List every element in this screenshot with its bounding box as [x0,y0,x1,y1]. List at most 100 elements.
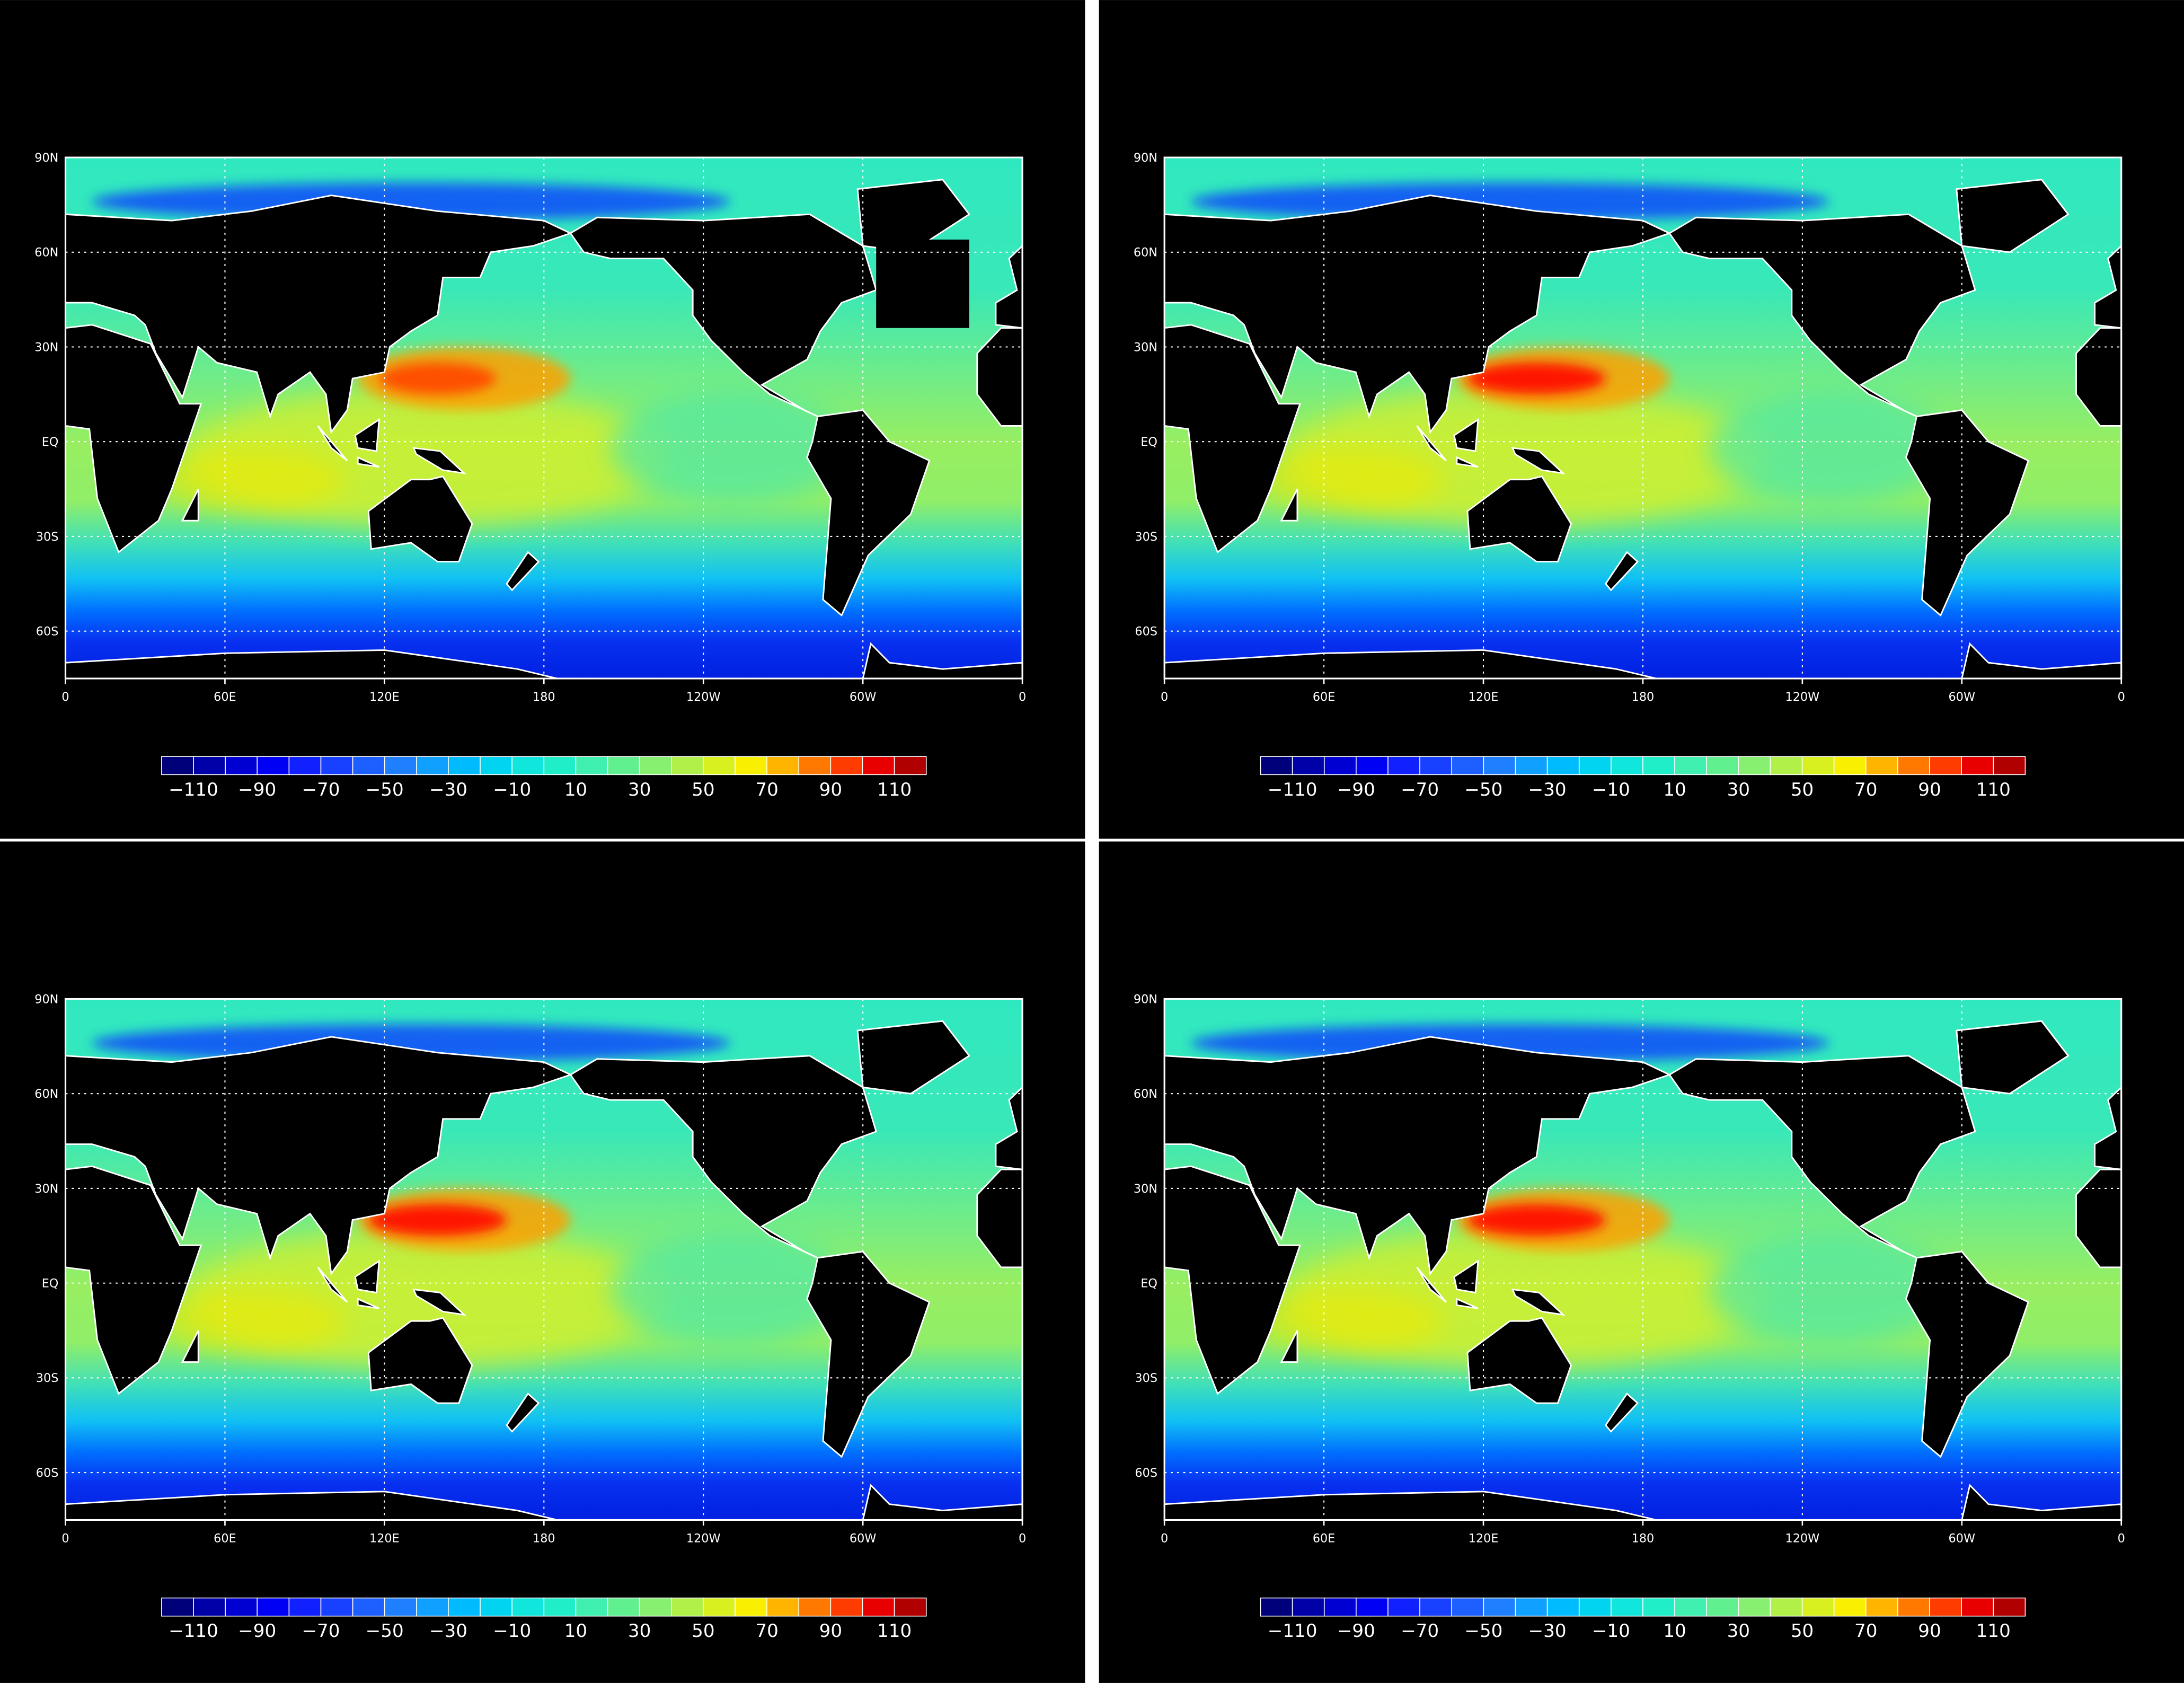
lon-label: 180 [1632,690,1655,704]
colorbar-box [1611,1597,1643,1617]
colorbar-box [1260,1597,1293,1617]
indian-band [158,448,345,512]
colorbar-box [1929,756,1962,776]
lat-label: EQ [42,435,59,449]
coastline [1164,642,2121,679]
colorbar-label: −30 [429,1620,467,1642]
coastline [1164,1484,2121,1520]
colorbar-label: 30 [1727,1620,1750,1642]
colorbar-box [735,1597,767,1617]
lat-label: EQ [1140,1277,1157,1291]
coastline [1164,1165,1301,1395]
colorbar-box [607,1597,640,1617]
colorbar-box [1929,1597,1962,1617]
lon-label: 120E [1469,690,1499,704]
indian-band [1257,448,1444,512]
colorbar-box [1674,1597,1707,1617]
colorbar-box [1833,756,1867,776]
warm-core [368,1204,507,1236]
coastline [2094,1086,2121,1170]
colorbar-box [1642,756,1675,776]
colorbar-box [766,1597,800,1617]
colorbar-box [830,1597,863,1617]
colorbar-box [1260,756,1293,776]
coastline [1456,1298,1479,1309]
colorbar-box [384,756,417,776]
map-frame [1163,998,2123,1521]
lon-label: 0 [2118,690,2125,704]
colorbar-label: −70 [1401,1620,1439,1642]
lon-label: 60E [214,690,236,704]
colorbar-label: 10 [564,1620,587,1642]
colorbar-label: −90 [1337,779,1375,800]
lat-label: 60N [1134,1087,1157,1101]
colorbar-label: 10 [1663,1620,1686,1642]
colorbar-box [703,1597,736,1617]
coastline [995,244,1023,329]
colorbar-box [862,1597,895,1617]
coastline [412,1288,467,1316]
colorbar-box [1483,1597,1516,1617]
colorbar-box [1578,1597,1612,1617]
colorbar-label: 50 [692,779,714,800]
colorbar-box [1961,1597,1994,1617]
colorbar-box [894,1597,927,1617]
lon-label: 120W [1785,1531,1820,1545]
colorbar-box [384,1597,417,1617]
lon-label: 0 [1019,690,1026,704]
colorbar-box [1451,756,1484,776]
coastline [1466,475,1572,563]
lon-label: 120W [686,1531,721,1545]
coastline [1956,179,2070,253]
lon-label: 0 [1161,1531,1168,1545]
lon-label: 180 [533,690,555,704]
lat-label: 90N [34,992,58,1006]
colorbar-label: −110 [1268,779,1318,800]
colorbar-box [1961,756,1994,776]
coastline [1416,1266,1447,1303]
indian-band [1257,1289,1444,1353]
colorbar-box [225,756,258,776]
colorbar-box [448,1597,481,1617]
lat-label: 30S [1135,1371,1157,1385]
colorbar-label: −50 [1464,779,1502,800]
colorbar-box [1387,756,1420,776]
colorbar-box [1483,756,1516,776]
coastline [1466,1317,1572,1404]
coastline [65,1484,1023,1520]
coastline [354,1259,381,1294]
colorbar-box [575,1597,608,1617]
colorbar-box [320,1597,353,1617]
coastline [2094,244,2121,329]
coastline [806,1250,931,1458]
colorbar-box [1292,756,1325,776]
colorbar-box [352,1597,385,1617]
colorbar-box [416,1597,449,1617]
colorbar-label: −110 [169,1620,218,1642]
colorbar-box [735,756,767,776]
coastline [1280,1330,1298,1363]
colorbar-box [193,756,226,776]
colorbar-box [1292,1597,1325,1617]
colorbar-box [511,1597,545,1617]
colorbar-box [161,1597,194,1617]
colorbar-label: −90 [238,779,276,800]
colorbar-label: 30 [1727,779,1750,800]
colorbar-label: 50 [692,1620,714,1642]
colorbar-box [225,1597,258,1617]
colorbar-label: −110 [169,779,218,800]
coastline [1453,418,1479,452]
lon-label: 0 [1019,1531,1026,1545]
lat-label: 60N [1134,246,1157,260]
colorbar-label: 70 [1854,1620,1877,1642]
colorbar-box [416,756,449,776]
colorbar-box [193,1597,226,1617]
warm-core [1467,1204,1606,1236]
coastline [2075,327,2121,427]
lon-label: 0 [2118,1531,2125,1545]
colorbar-label: 110 [1976,1620,2011,1642]
colorbar-label: −110 [1268,1620,1318,1642]
coastline [1668,213,1976,417]
lat-label: 60S [1135,1466,1157,1480]
colorbar-label: 30 [628,1620,651,1642]
